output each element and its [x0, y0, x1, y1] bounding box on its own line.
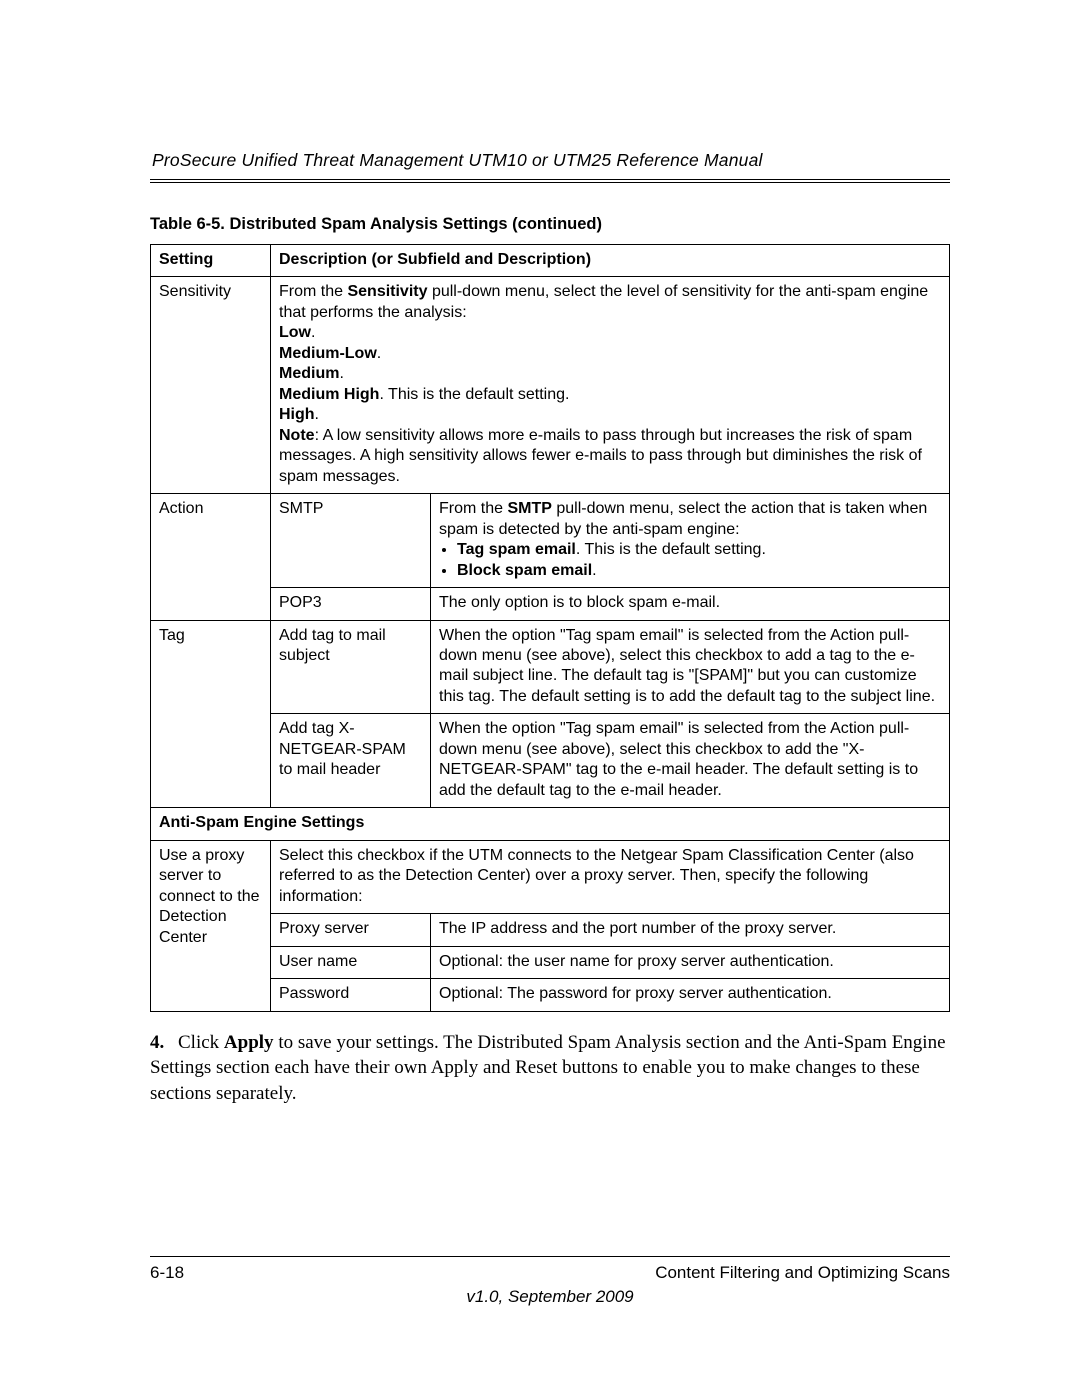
page-header: ProSecure Unified Threat Management UTM1…: [150, 150, 950, 183]
footer-rule: [150, 1256, 950, 1257]
cell-action-smtp-desc: From the SMTP pull-down menu, select the…: [431, 494, 950, 588]
row-action-smtp: Action SMTP From the SMTP pull-down menu…: [151, 494, 950, 588]
row-proxy-server: Proxy server The IP address and the port…: [151, 914, 950, 946]
table-caption: Table 6-5. Distributed Spam Analysis Set…: [150, 215, 950, 234]
row-tag-header: Add tag X-NETGEAR-SPAM to mail header Wh…: [151, 714, 950, 808]
cell-tag-subject-label: Add tag to mail subject: [271, 620, 431, 714]
text-bold: SMTP: [507, 500, 551, 517]
cell-proxy-desc: Select this checkbox if the UTM connects…: [271, 840, 950, 913]
cell-sensitivity-label: Sensitivity: [151, 277, 271, 494]
cell-proxy-user-desc: Optional: the user name for proxy server…: [431, 946, 950, 978]
cell-action-label: Action: [151, 494, 271, 620]
th-description: Description (or Subfield and Description…: [271, 245, 950, 277]
text-bold: Medium High: [279, 386, 379, 403]
document-page: ProSecure Unified Threat Management UTM1…: [0, 0, 1080, 1397]
cell-tag-header-label: Add tag X-NETGEAR-SPAM to mail header: [271, 714, 431, 808]
text-bold: Tag spam email: [457, 541, 576, 558]
cell-action-pop3-label: POP3: [271, 588, 431, 620]
cell-proxy-pass-label: Password: [271, 979, 431, 1011]
row-proxy-main: Use a proxy server to connect to the Det…: [151, 840, 950, 913]
cell-tag-label: Tag: [151, 620, 271, 808]
cell-action-pop3-desc: The only option is to block spam e-mail.: [431, 588, 950, 620]
text: . This is the default setting.: [379, 386, 569, 403]
page-footer: 6-18 Content Filtering and Optimizing Sc…: [150, 1256, 950, 1307]
cell-proxy-server-desc: The IP address and the port number of th…: [431, 914, 950, 946]
text: : A low sensitivity allows more e-mails …: [279, 427, 922, 485]
cell-tag-subject-desc: When the option "Tag spam email" is sele…: [431, 620, 950, 714]
cell-proxy-pass-desc: Optional: The password for proxy server …: [431, 979, 950, 1011]
row-proxy-user: User name Optional: the user name for pr…: [151, 946, 950, 978]
text: .: [592, 562, 596, 579]
header-title: ProSecure Unified Threat Management UTM1…: [152, 150, 950, 171]
cell-proxy-user-label: User name: [271, 946, 431, 978]
cell-section-antispam: Anti-Spam Engine Settings: [151, 808, 950, 840]
row-sensitivity: Sensitivity From the Sensitivity pull-do…: [151, 277, 950, 494]
text-bold: Medium: [279, 365, 339, 382]
header-rule-top: [150, 179, 950, 180]
footer-section-title: Content Filtering and Optimizing Scans: [655, 1263, 950, 1283]
text-bold: Block spam email: [457, 562, 592, 579]
footer-page-number: 6-18: [150, 1263, 184, 1283]
row-section-antispam: Anti-Spam Engine Settings: [151, 808, 950, 840]
step-4: 4.Click Apply to save your settings. The…: [150, 1030, 950, 1107]
text-bold: Note: [279, 427, 315, 444]
table-header-row: Setting Description (or Subfield and Des…: [151, 245, 950, 277]
cell-sensitivity-desc: From the Sensitivity pull-down menu, sel…: [271, 277, 950, 494]
text-bold: Sensitivity: [347, 283, 427, 300]
th-setting: Setting: [151, 245, 271, 277]
text-bold: Low: [279, 324, 311, 341]
cell-tag-header-desc: When the option "Tag spam email" is sele…: [431, 714, 950, 808]
text: From the: [279, 283, 347, 300]
footer-version: v1.0, September 2009: [150, 1287, 950, 1307]
row-proxy-pass: Password Optional: The password for prox…: [151, 979, 950, 1011]
settings-table: Setting Description (or Subfield and Des…: [150, 244, 950, 1012]
text: . This is the default setting.: [576, 541, 766, 558]
row-action-pop3: POP3 The only option is to block spam e-…: [151, 588, 950, 620]
text-bold: Medium-Low: [279, 345, 377, 362]
text-bold: Apply: [224, 1032, 274, 1053]
cell-action-smtp-label: SMTP: [271, 494, 431, 588]
text-bold: High: [279, 406, 315, 423]
list-item: Tag spam email. This is the default sett…: [457, 540, 941, 560]
header-rule-bottom: [150, 182, 950, 183]
text: From the: [439, 500, 507, 517]
step-number: 4.: [150, 1030, 178, 1056]
text: Click: [178, 1032, 224, 1053]
cell-proxy-label: Use a proxy server to connect to the Det…: [151, 840, 271, 1011]
cell-proxy-server-label: Proxy server: [271, 914, 431, 946]
row-tag-subject: Tag Add tag to mail subject When the opt…: [151, 620, 950, 714]
list-item: Block spam email.: [457, 561, 941, 581]
